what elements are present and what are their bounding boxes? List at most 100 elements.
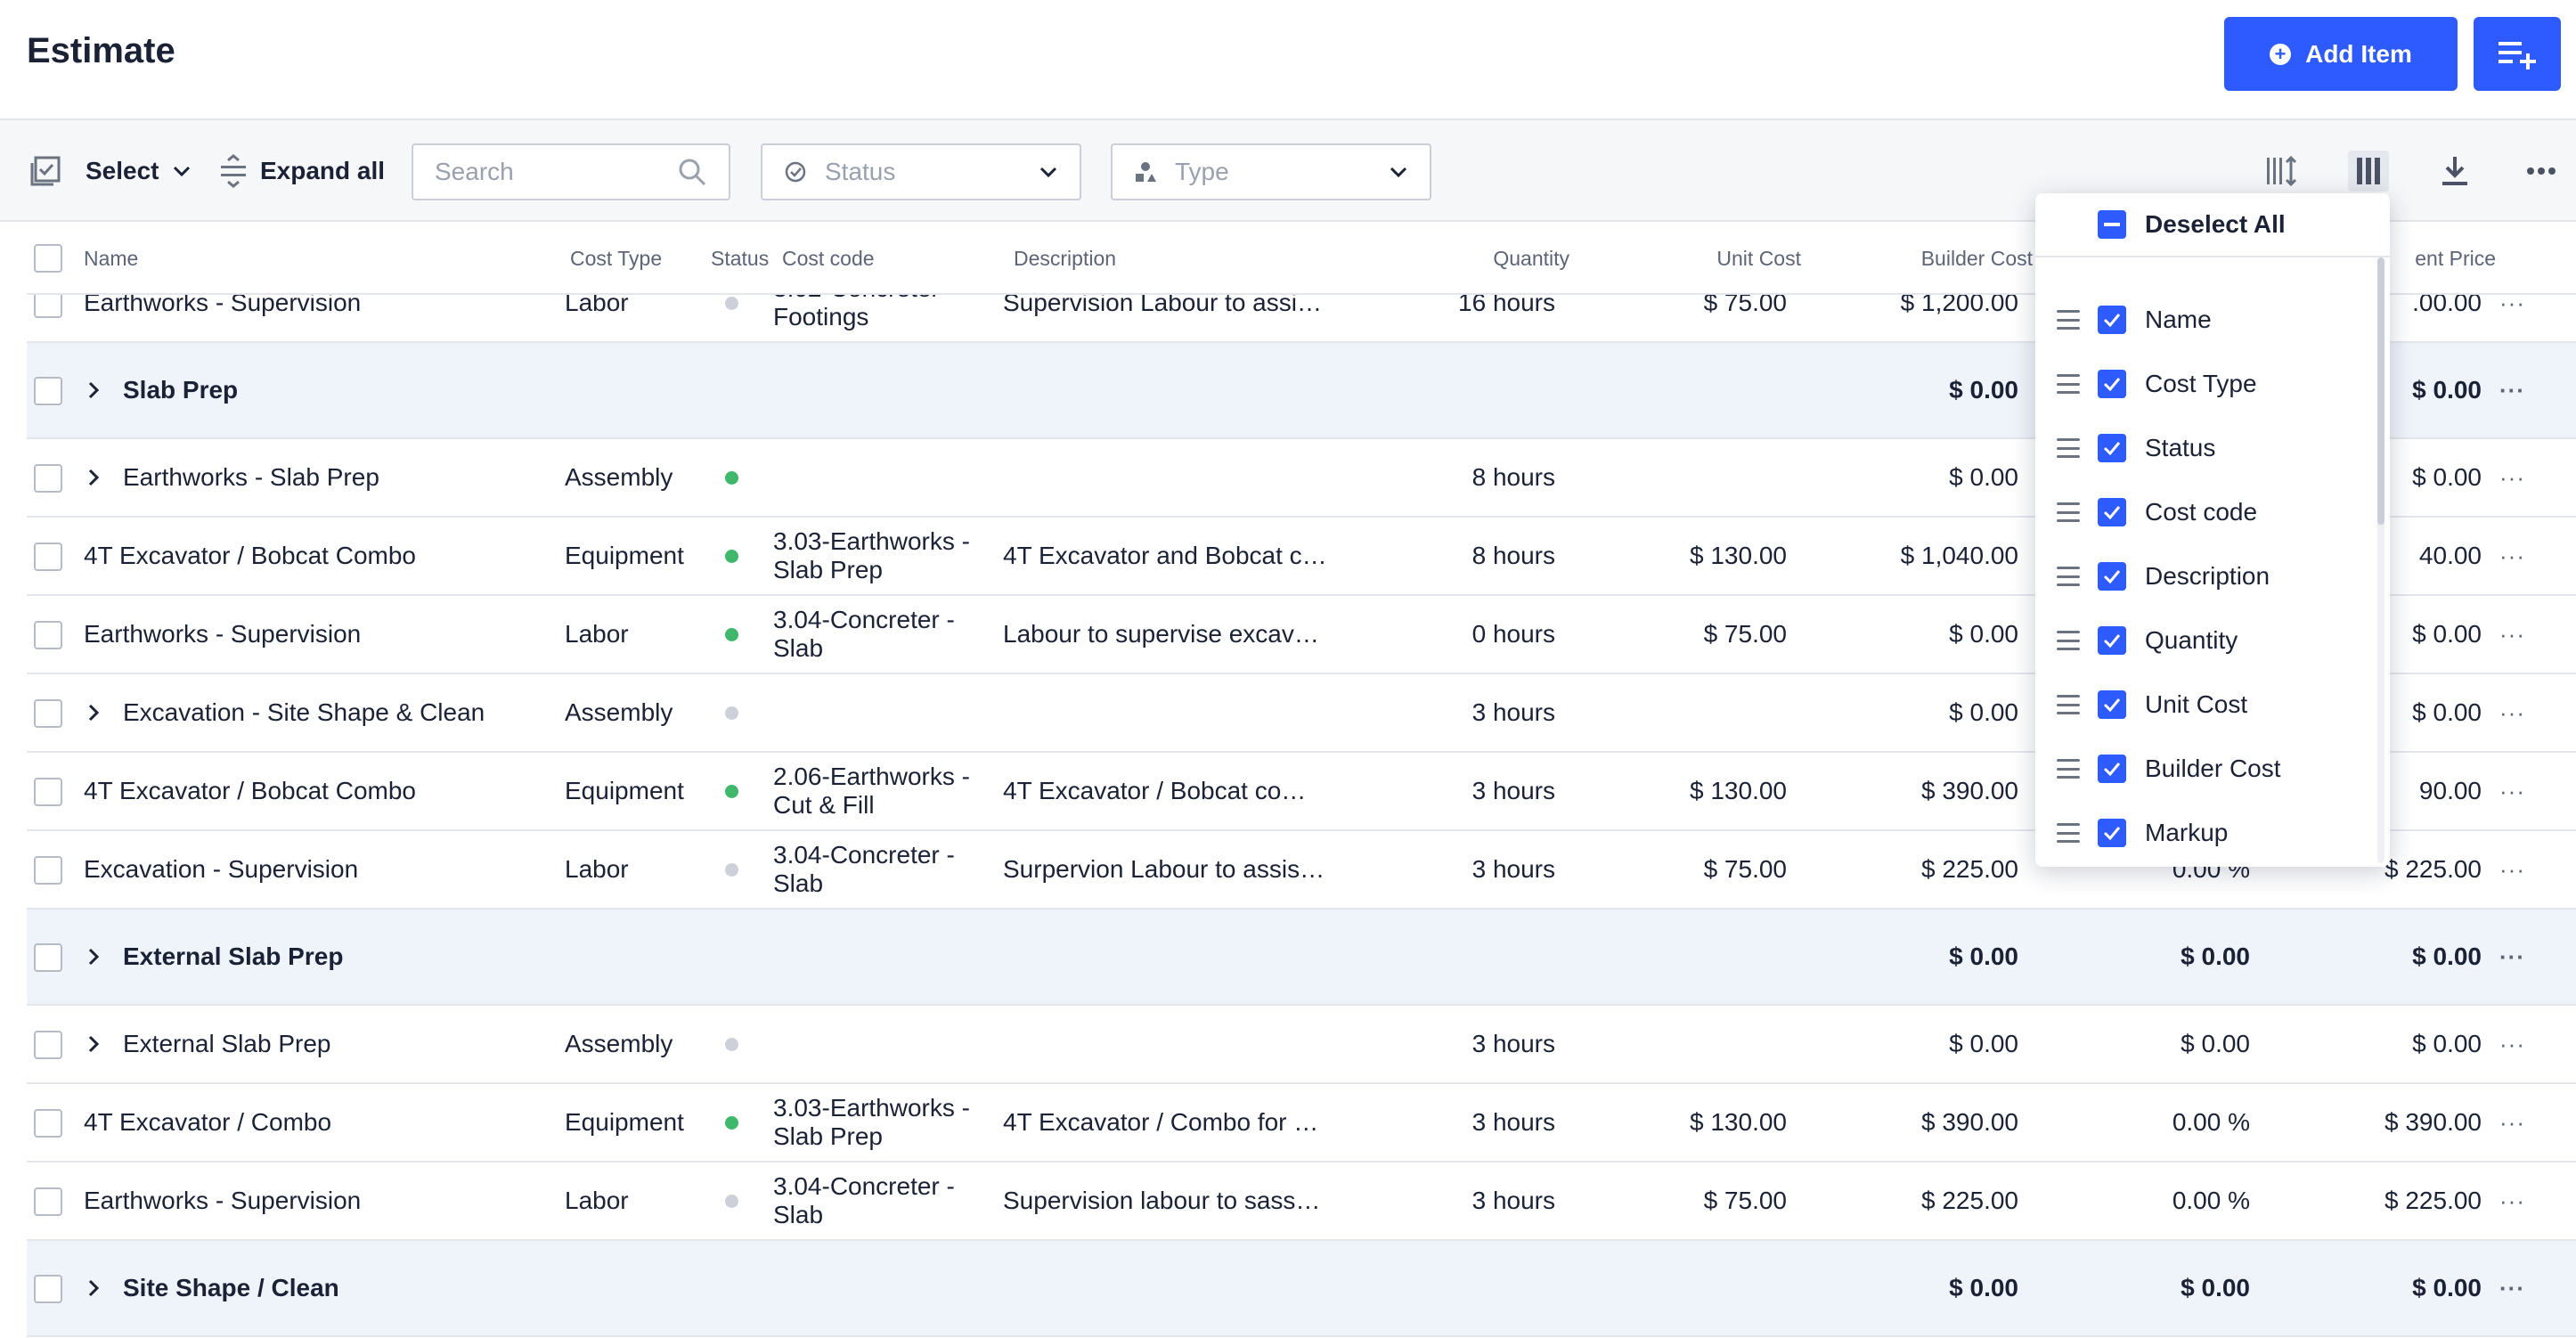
row-more-icon[interactable]: ··· (2499, 855, 2525, 883)
table-row[interactable]: 4T Excavator / Combo Equipment 3.03-Earthw… (27, 1084, 2576, 1163)
row-checkbox[interactable] (34, 1187, 62, 1216)
chevron-right-icon[interactable] (84, 947, 103, 967)
column-checkbox[interactable] (2098, 690, 2126, 719)
item-name: 4T Excavator / Combo (84, 1108, 332, 1136)
name-cell: Slab Prep (84, 343, 565, 437)
row-more-icon[interactable]: ··· (2499, 463, 2525, 491)
popover-scrollbar[interactable] (2377, 257, 2384, 863)
row-checkbox[interactable] (34, 295, 62, 318)
group-row[interactable]: Site Shape / Clean $ 0.00 $ 0.00 $ 0.00 ··· (27, 1241, 2576, 1337)
row-more-icon[interactable]: ··· (2499, 1030, 2525, 1057)
column-option[interactable]: Quantity (2035, 608, 2374, 673)
column-option[interactable]: Unit Cost (2035, 673, 2374, 737)
drag-handle-icon[interactable] (2057, 567, 2080, 586)
column-option[interactable]: Name (2035, 288, 2374, 352)
row-more-icon[interactable]: ··· (2499, 698, 2525, 726)
row-checkbox[interactable] (34, 1275, 62, 1303)
columns-button[interactable] (2348, 151, 2389, 192)
select-all-checkbox[interactable] (34, 244, 62, 273)
status-filter[interactable]: Status (761, 143, 1081, 200)
select-menu[interactable]: Select (30, 120, 192, 222)
drag-handle-icon[interactable] (2057, 695, 2080, 714)
row-more-icon[interactable]: ··· (2499, 1274, 2525, 1301)
group-row[interactable]: External Slab Prep $ 0.00 $ 0.00 $ 0.00 ··· (27, 910, 2576, 1006)
column-option[interactable]: Cost Type (2035, 352, 2374, 416)
search-input[interactable]: Search (412, 143, 730, 200)
column-option[interactable]: Markup (2035, 801, 2374, 865)
chevron-right-icon[interactable] (84, 1034, 103, 1054)
chevron-right-icon[interactable] (84, 380, 103, 400)
drag-handle-icon[interactable] (2057, 631, 2080, 650)
column-option[interactable]: Description (2035, 544, 2374, 608)
col-unit-cost[interactable]: Unit Cost (1716, 246, 1801, 270)
add-item-button[interactable]: + Add Item (2224, 17, 2458, 91)
column-checkbox[interactable] (2098, 434, 2126, 462)
download-button[interactable] (2434, 151, 2475, 192)
row-checkbox[interactable] (34, 543, 62, 571)
more-options-button[interactable] (2521, 151, 2562, 192)
row-more-icon[interactable]: ··· (2499, 620, 2525, 648)
table-row[interactable]: Earthworks - Supervision Labor 3.04-Concre… (27, 1163, 2576, 1241)
expand-all-button[interactable]: Expand all (219, 120, 385, 222)
chevron-right-icon[interactable] (84, 703, 103, 722)
column-checkbox[interactable] (2098, 498, 2126, 526)
row-checkbox[interactable] (34, 621, 62, 649)
quantity-cell: 16 hours (1458, 295, 1555, 316)
row-checkbox[interactable] (34, 1031, 62, 1059)
column-checkbox[interactable] (2098, 755, 2126, 783)
row-checkbox[interactable] (34, 464, 62, 493)
row-checkbox[interactable] (34, 943, 62, 972)
column-checkbox[interactable] (2098, 819, 2126, 847)
item-name: Earthworks - Slab Prep (123, 463, 379, 491)
table-row[interactable]: Excavation - Supervision Labor 3.04-Concre… (27, 831, 2576, 910)
row-checkbox[interactable] (34, 778, 62, 806)
builder-cost-cell: $ 0.00 (1949, 376, 2018, 404)
row-checkbox[interactable] (34, 699, 62, 728)
row-checkbox[interactable] (34, 1109, 62, 1138)
column-checkbox[interactable] (2098, 626, 2126, 655)
deselect-all-checkbox[interactable] (2098, 210, 2126, 239)
col-quantity[interactable]: Quantity (1493, 246, 1569, 270)
row-checkbox[interactable] (34, 856, 62, 885)
column-checkbox[interactable] (2098, 562, 2126, 591)
chevron-right-icon[interactable] (84, 468, 103, 487)
status-cell (725, 295, 761, 341)
drag-handle-icon[interactable] (2057, 438, 2080, 458)
col-cost-type[interactable]: Cost Type (570, 246, 663, 270)
row-more-icon[interactable]: ··· (2499, 777, 2525, 804)
chevron-right-icon[interactable] (84, 1278, 103, 1298)
drag-handle-icon[interactable] (2057, 374, 2080, 394)
column-option[interactable]: Builder Cost (2035, 737, 2374, 801)
table-row[interactable]: Excavation - Site Shape & Clean Assembly 3… (27, 674, 2576, 753)
drag-handle-icon[interactable] (2057, 823, 2080, 843)
builder-cost-cell: $ 0.00 (1949, 463, 2018, 491)
column-checkbox[interactable] (2098, 306, 2126, 334)
column-option[interactable]: Status (2035, 416, 2374, 480)
col-cost-code[interactable]: Cost code (782, 246, 875, 270)
type-filter[interactable]: Type (1111, 143, 1431, 200)
row-more-icon[interactable]: ··· (2499, 942, 2525, 970)
row-more-icon[interactable]: ··· (2499, 376, 2525, 404)
status-cell (725, 831, 761, 908)
col-builder-cost[interactable]: Builder Cost (1920, 246, 2033, 270)
select-label: Select (86, 157, 159, 184)
row-checkbox[interactable] (34, 377, 62, 405)
row-more-icon[interactable]: ··· (2499, 542, 2525, 569)
column-resize-button[interactable] (2262, 151, 2303, 192)
col-name[interactable]: Name (84, 246, 139, 270)
row-more-icon[interactable]: ··· (2499, 1108, 2525, 1136)
column-option[interactable]: Cost code (2035, 480, 2374, 544)
drag-handle-icon[interactable] (2057, 310, 2080, 330)
add-list-button[interactable] (2474, 17, 2561, 91)
deselect-all-row[interactable]: Deselect All (2035, 193, 2390, 257)
table-row[interactable]: External Slab Prep Assembly 3 hours $ 0.00 $… (27, 1006, 2576, 1084)
col-status[interactable]: Status (711, 246, 770, 270)
col-description[interactable]: Description (1014, 246, 1117, 270)
column-checkbox[interactable] (2098, 370, 2126, 398)
col-client-price[interactable]: ent Price (2415, 246, 2496, 270)
row-more-icon[interactable]: ··· (2499, 1187, 2525, 1214)
drag-handle-icon[interactable] (2057, 759, 2080, 779)
popover-scrollbar-thumb[interactable] (2377, 257, 2384, 525)
row-more-icon[interactable]: ··· (2499, 295, 2525, 316)
drag-handle-icon[interactable] (2057, 502, 2080, 522)
